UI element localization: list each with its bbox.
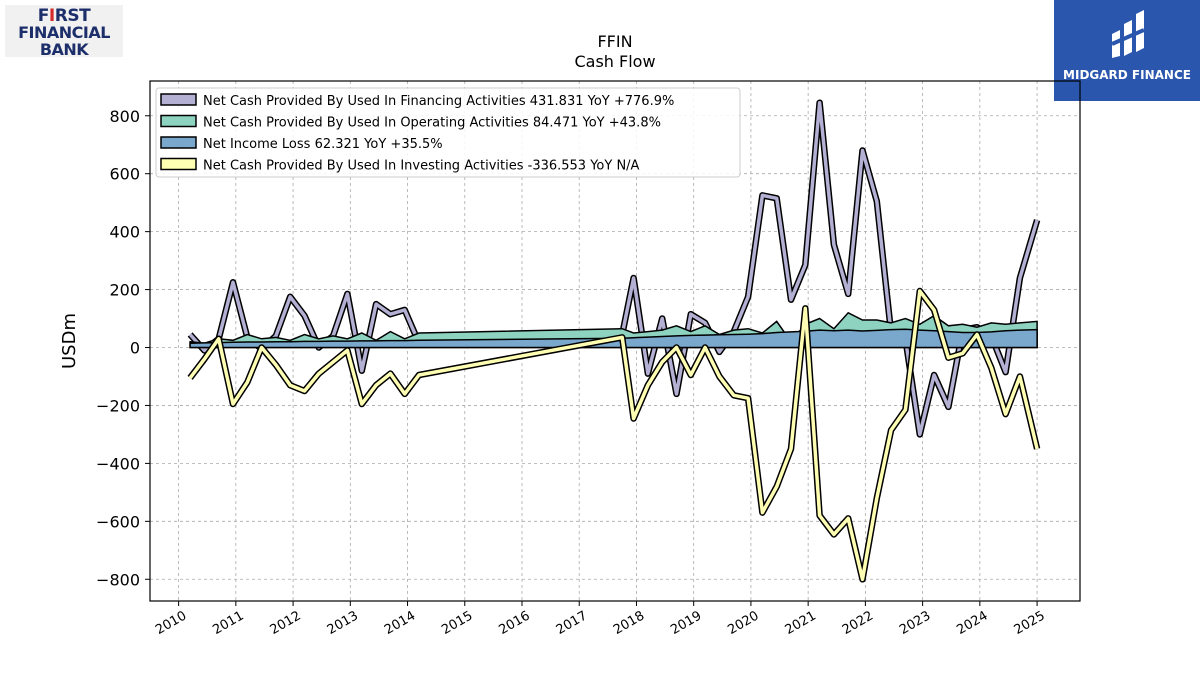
- x-tick-label: 2010: [153, 608, 189, 638]
- y-tick-label: 200: [109, 281, 140, 300]
- x-tick-label: 2020: [725, 608, 761, 638]
- y-tick-label: −600: [96, 512, 140, 531]
- x-tick-label: 2017: [554, 608, 590, 638]
- x-tick-label: 2012: [268, 608, 304, 638]
- legend-swatch: [160, 93, 197, 106]
- y-tick-label: −800: [96, 570, 140, 589]
- series-0: [187, 99, 1041, 438]
- legend: Net Cash Provided By Used In Financing A…: [155, 87, 741, 178]
- first-financial-bank-logo: FIRST FINANCIAL BANK: [5, 5, 123, 59]
- legend-box: [155, 87, 741, 178]
- series-3: [187, 287, 1041, 583]
- midgard-finance-logo: MIDGARD FINANCE: [1054, 0, 1200, 101]
- y-tick-label: 600: [109, 165, 140, 184]
- series-line: [188, 100, 1039, 437]
- x-tick-label: 2025: [1012, 608, 1048, 638]
- midgard-brand-text: MIDGARD FINANCE: [1063, 68, 1191, 82]
- legend-entry: Net Cash Provided By Used In Financing A…: [203, 94, 674, 109]
- legend-swatch: [160, 136, 197, 149]
- logo-line-2: FINANCIAL: [18, 23, 110, 42]
- x-tick-label: 2011: [210, 608, 246, 638]
- y-tick-label: 400: [109, 223, 140, 242]
- logo-line-3: BANK: [39, 40, 89, 59]
- x-tick-label: 2019: [668, 608, 704, 638]
- x-tick-label: 2013: [325, 608, 361, 638]
- logo-line-1: FIRST: [37, 6, 91, 26]
- chart-subtitle: Cash Flow: [574, 52, 655, 71]
- legend-entry: Net Cash Provided By Used In Investing A…: [203, 159, 640, 174]
- legend-entry: Net Cash Provided By Used In Operating A…: [203, 116, 661, 131]
- x-tick-label: 2014: [382, 608, 418, 638]
- x-tick-label: 2024: [954, 608, 990, 638]
- y-tick-label: 0: [130, 339, 140, 358]
- x-tick-label: 2015: [439, 608, 475, 638]
- series-layer: [187, 99, 1041, 583]
- midgard-emblem-icon: [1111, 10, 1145, 58]
- plot-frame: [149, 80, 1081, 602]
- x-tick-label: 2018: [611, 608, 647, 638]
- y-tick-label: −200: [96, 396, 140, 415]
- legend-swatch: [160, 157, 197, 171]
- chart-title: FFIN: [597, 32, 632, 51]
- x-tick-label: 2021: [783, 608, 819, 638]
- legend-entry: Net Income Loss 62.321 YoY +35.5%: [203, 137, 443, 152]
- x-tick-label: 2016: [497, 608, 533, 638]
- legend-swatch: [160, 114, 197, 128]
- y-axis-ticks: −800 −600 −400 −200 0 200 400 600 800: [96, 107, 150, 589]
- y-tick-label: −400: [96, 454, 140, 473]
- x-axis-ticks: 2010 2011 2012 2013 2014 2015 2016 2017 2018 2019…: [153, 601, 1048, 638]
- x-tick-label: 2023: [897, 608, 933, 638]
- y-axis-label: USDm: [59, 313, 80, 369]
- x-tick-label: 2022: [840, 608, 876, 638]
- y-tick-label: 800: [109, 107, 140, 126]
- series-line: [188, 289, 1039, 582]
